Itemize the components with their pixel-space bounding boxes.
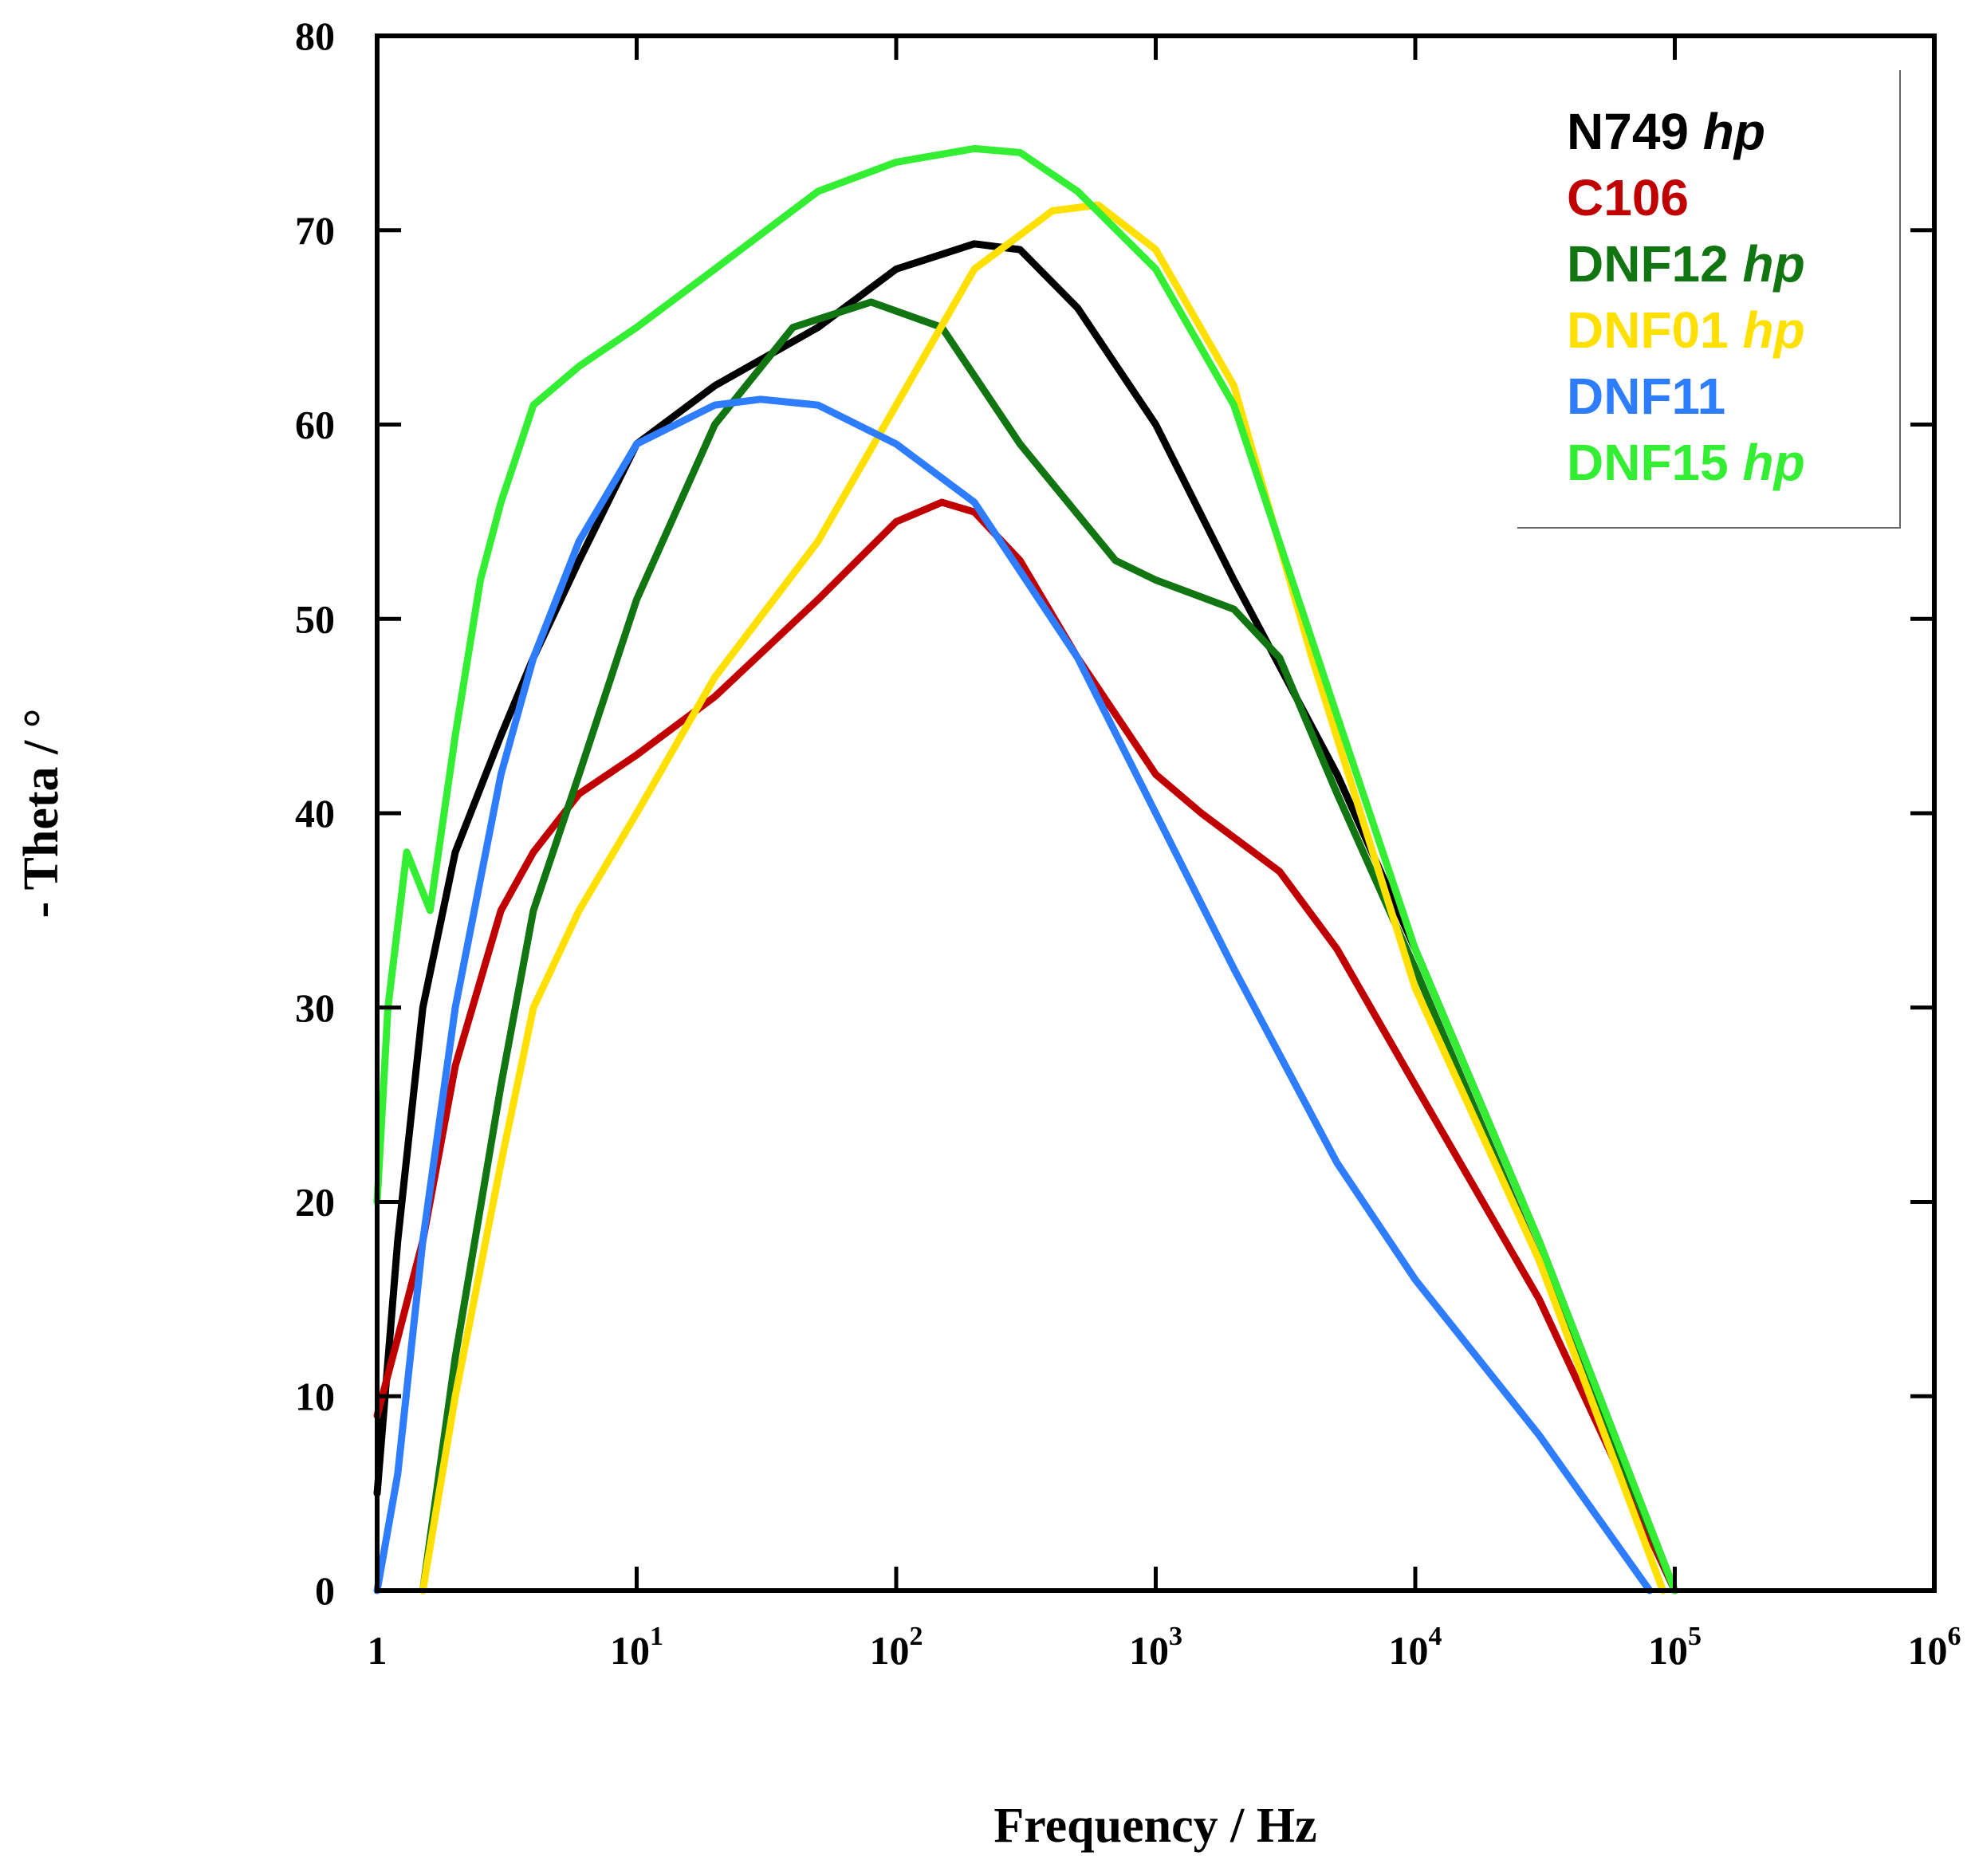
x-tick-label: 104 — [1389, 1622, 1442, 1673]
y-tick-label: 40 — [295, 791, 335, 836]
y-tick-label: 0 — [315, 1568, 335, 1613]
series-n749-line: N749 hp — [373, 240, 1678, 1595]
legend-entry-dnf12: DNF12 hp — [1567, 235, 1805, 293]
y-tick-label: 20 — [295, 1180, 335, 1225]
legend-entry-dnf11: DNF11 — [1567, 368, 1725, 425]
x-tick-label: 101 — [610, 1622, 663, 1673]
x-tick-label: 106 — [1908, 1622, 1961, 1673]
series-dnf11-line: DNF11 — [373, 395, 1654, 1595]
y-tick-label: 70 — [295, 208, 335, 253]
y-axis-title: - Theta / ° — [14, 708, 69, 918]
y-tick-label: 50 — [295, 596, 335, 641]
legend-entry-n749: N749 hp — [1567, 103, 1765, 160]
series-c106-line: C106 — [373, 498, 1678, 1595]
x-axis-title: Frequency / Hz — [993, 1799, 1316, 1853]
y-tick-label: 30 — [295, 985, 335, 1030]
y-tick-label: 80 — [295, 14, 335, 58]
labels-layer: 0 10 20 30 40 50 60 70 80 1 101 102 103 104 105 106 — [295, 14, 1961, 1673]
legend-entry-c106: C106 — [1567, 169, 1689, 226]
x-tick-label: 1 — [368, 1628, 388, 1673]
ticks-layer — [375, 33, 1937, 1593]
legend-entry-dnf01: DNF01 hp — [1567, 301, 1805, 359]
y-tick-label: 10 — [295, 1374, 335, 1418]
y-tick-label: 60 — [295, 403, 335, 447]
legend: N749 hp C106 DNF12 hp DNF01 hp DNF11 DNF15 hp — [1517, 70, 1901, 529]
series-dnf15-line: DNF15 hp — [373, 144, 1678, 1595]
x-tick-label: 103 — [1129, 1622, 1182, 1673]
series-dnf01-line: DNF01 hp — [419, 201, 1667, 1595]
legend-border — [1517, 70, 1901, 529]
x-tick-label: 105 — [1648, 1622, 1702, 1673]
legend-entry-dnf15: DNF15 hp — [1567, 434, 1805, 491]
x-tick-label: 102 — [870, 1622, 923, 1673]
